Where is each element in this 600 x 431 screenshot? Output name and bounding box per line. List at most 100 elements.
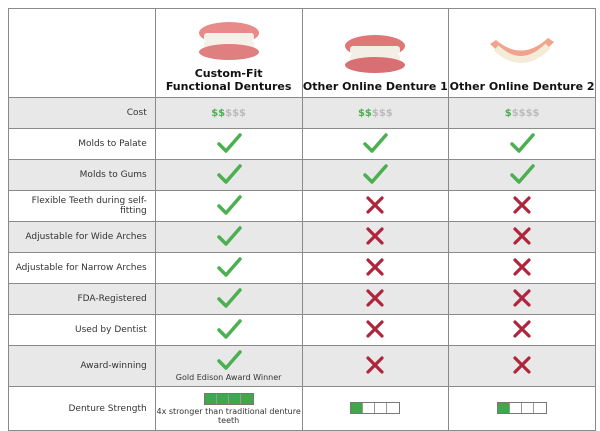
cross-icon [513,319,531,338]
row-label: Denture Strength [8,386,156,431]
feature-row: Flexible Teeth during self-fitting [8,190,596,222]
cross-icon [513,195,531,214]
row-label: Award-winning [8,345,156,387]
check-icon [363,132,389,153]
column-title: Custom-Fit [194,67,263,80]
check-icon [216,132,242,153]
strength-cell [448,386,596,431]
feature-row: Adjustable for Wide Arches [8,221,596,253]
feature-row: FDA-Registered [8,283,596,315]
cross-cell [301,314,450,346]
check-cell [301,159,450,191]
cross-icon [513,226,531,245]
cross-cell [301,221,450,253]
cross-icon [366,355,384,374]
feature-row: Molds to Palate [8,128,596,160]
partial-denture-image [490,38,555,63]
strength-note: 4x stronger than traditional denture tee… [156,406,301,425]
strength-meter [203,392,254,405]
corner-cell [8,8,156,98]
row-label: Used by Dentist [8,314,156,346]
row-label: Adjustable for Wide Arches [8,221,156,253]
cross-cell [448,252,596,284]
cross-icon [366,226,384,245]
row-label: Flexible Teeth during self-fitting [8,190,156,222]
check-icon [216,287,242,308]
cost-cell: $$$$$ [301,97,450,129]
strength-segment [228,393,241,404]
row-cost: Cost $$$$$ $$$$$ $$$$$ [8,97,596,129]
check-icon [363,163,389,184]
award-note: Gold Edison Award Winner [175,373,282,382]
check-icon [216,318,242,339]
column-header-1: Custom-Fit Functional Dentures [154,8,303,98]
cross-icon [366,319,384,338]
check-cell [154,314,303,346]
strength-meter [350,401,401,414]
check-cell [154,283,303,315]
cross-cell [301,252,450,284]
full-denture-image [198,22,259,60]
check-cell [448,128,596,160]
row-label: Adjustable for Narrow Arches [8,252,156,284]
column-title: Other Online Denture 2 [449,80,595,93]
strength-cell [301,386,450,431]
row-label: Cost [8,97,156,129]
strength-cell: 4x stronger than traditional denture tee… [154,386,303,431]
check-icon [216,256,242,277]
feature-row: Molds to Gums [8,159,596,191]
strength-segment [351,402,364,413]
cost-cell: $$$$$ [448,97,596,129]
row-strength: Denture Strength 4x stronger than tradit… [8,386,596,431]
cost-cell: $$$$$ [154,97,303,129]
cross-icon [513,257,531,276]
strength-segment [204,393,217,404]
feature-row: Used by Dentist [8,314,596,346]
check-cell [301,128,450,160]
strength-meter [497,401,548,414]
strength-segment [375,402,388,413]
check-icon [216,225,242,246]
strength-segment [363,402,376,413]
check-cell: Gold Edison Award Winner [154,345,303,387]
check-icon [216,194,242,215]
check-icon [216,350,242,370]
cross-cell [448,221,596,253]
cross-icon [513,288,531,307]
cross-cell [301,345,450,387]
check-icon [216,163,242,184]
row-label: Molds to Palate [8,128,156,160]
check-cell [154,221,303,253]
row-label: Molds to Gums [8,159,156,191]
column-title: Other Online Denture 1 [302,80,448,93]
cross-cell [301,283,450,315]
cross-icon [366,257,384,276]
cross-icon [366,195,384,214]
column-header-3: Other Online Denture 2 [448,8,596,98]
row-label: FDA-Registered [8,283,156,315]
cross-cell [448,345,596,387]
cross-cell [448,283,596,315]
check-cell [154,190,303,222]
check-cell [154,252,303,284]
strength-segment [387,402,400,413]
strength-segment [510,402,523,413]
feature-row: Adjustable for Narrow Arches [8,252,596,284]
full-denture-image [345,35,406,73]
cross-icon [513,355,531,374]
strength-segment [216,393,229,404]
check-cell [154,128,303,160]
strength-segment [498,402,511,413]
comparison-table: Custom-Fit Functional Dentures Other Onl… [8,8,596,431]
cross-cell [448,190,596,222]
strength-segment [522,402,535,413]
cross-cell [301,190,450,222]
check-icon [510,163,535,184]
check-icon [510,132,535,153]
feature-row: Award-winning Gold Edison Award Winner [8,345,596,387]
check-cell [448,159,596,191]
column-title: Functional Dentures [165,80,292,93]
strength-segment [240,393,253,404]
cross-icon [366,288,384,307]
cross-cell [448,314,596,346]
